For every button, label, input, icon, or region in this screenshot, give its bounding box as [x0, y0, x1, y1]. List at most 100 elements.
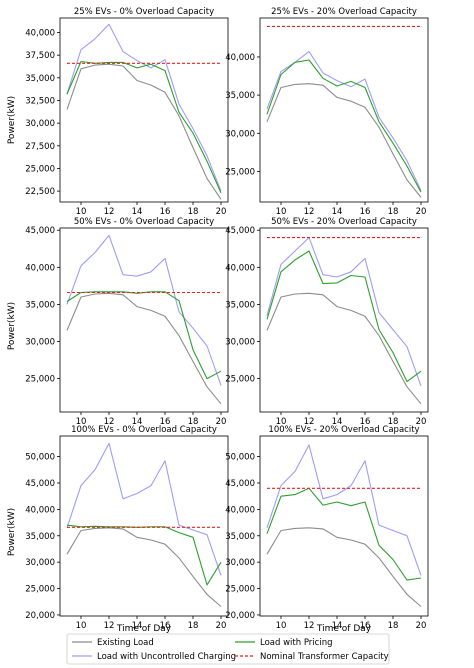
series-line-existing [66, 63, 222, 200]
series-line-pricing [266, 59, 422, 193]
y-tick-label: 35,000 [225, 300, 255, 310]
legend-label-capacity: Nominal Transformer Capacity [260, 652, 389, 662]
panel-title: 100% EVs - 0% Overload Capacity [71, 425, 217, 435]
x-tick-label: 20 [416, 621, 427, 631]
y-tick-label: 45,000 [225, 226, 255, 236]
x-tick-label: 20 [416, 207, 427, 217]
subplot-5: 100% EVs - 0% Overload Capacity 10 12 14 16 1… [25, 425, 229, 631]
panel-title: 50% EVs - 0% Overload Capacity [74, 217, 214, 227]
y-tick-label: 37,500 [25, 51, 55, 61]
x-tick-label: 18 [388, 621, 399, 631]
y-tick-label: 35,000 [25, 300, 55, 310]
y-tick-label: 45,000 [25, 479, 55, 489]
y-tick-label: 27,500 [25, 142, 55, 152]
x-tick-label: 12 [104, 621, 115, 631]
x-tick-label: 18 [388, 207, 399, 217]
y-tick-label: 25,000 [25, 585, 55, 595]
series-line-uncontrolled [66, 234, 222, 386]
y-tick-label: 25,000 [225, 167, 255, 177]
y-tick-label: 30,000 [225, 129, 255, 139]
y-axis-label-middle: Power(kW) [7, 302, 17, 350]
y-tick-label: 25,000 [25, 375, 55, 385]
panel-title: 25% EVs - 0% Overload Capacity [74, 7, 214, 17]
x-tick-label: 12 [104, 417, 115, 427]
series-line-uncontrolled [66, 23, 222, 192]
x-tick-label: 10 [276, 207, 287, 217]
x-tick-label: 10 [76, 621, 87, 631]
series-line-uncontrolled [266, 444, 422, 576]
subplot-4: 50% EVs - 20% Overload Capacity 10 12 14 16 1… [225, 217, 429, 427]
x-tick-label: 12 [304, 621, 315, 631]
x-tick-label: 20 [216, 621, 227, 631]
plot-frame [59, 17, 229, 203]
plot-frame [259, 435, 429, 617]
x-tick-label: 12 [304, 207, 315, 217]
x-tick-label: 20 [216, 417, 227, 427]
x-tick-label: 12 [104, 207, 115, 217]
y-tick-label: 40,000 [25, 29, 55, 39]
x-tick-label: 10 [276, 417, 287, 427]
x-tick-label: 10 [76, 207, 87, 217]
y-tick-label: 35,000 [225, 532, 255, 542]
y-tick-label: 45,000 [25, 226, 55, 236]
y-tick-label: 25,000 [225, 585, 255, 595]
y-tick-label: 45,000 [225, 479, 255, 489]
subplot-6: 100% EVs - 20% Overload Capacity 10 12 14 16… [225, 425, 429, 631]
y-tick-label: 32,500 [25, 96, 55, 106]
series-line-existing [266, 83, 422, 198]
y-tick-label: 35,000 [225, 91, 255, 101]
y-tick-label: 30,000 [25, 338, 55, 348]
series-line-existing [66, 527, 222, 607]
x-tick-label: 16 [160, 207, 171, 217]
x-tick-label: 16 [360, 417, 371, 427]
x-tick-label: 14 [132, 207, 143, 217]
series-group [266, 237, 422, 405]
y-tick-label: 35,000 [25, 532, 55, 542]
x-tick-label: 16 [160, 621, 171, 631]
x-tick-label: 16 [360, 621, 371, 631]
y-tick-label: 20,000 [225, 611, 255, 621]
legend-label-uncontrolled: Load with Uncontrolled Charging [97, 652, 236, 662]
y-tick-label: 25,000 [25, 164, 55, 174]
series-group [66, 23, 222, 200]
y-axis-label-top: Power(kW) [7, 96, 17, 144]
plot-frame [259, 17, 429, 203]
y-tick-label: 50,000 [225, 453, 255, 463]
x-tick-label: 20 [416, 417, 427, 427]
y-tick-label: 40,000 [225, 505, 255, 515]
series-line-existing [66, 292, 222, 405]
series-line-existing [266, 527, 422, 607]
x-tick-label: 18 [188, 207, 199, 217]
legend: Existing Load Load with Uncontrolled Cha… [66, 633, 390, 665]
legend-label-existing: Existing Load [97, 638, 154, 648]
x-tick-label: 16 [360, 207, 371, 217]
series-group [266, 25, 422, 198]
x-tick-label: 16 [160, 417, 171, 427]
y-tick-label: 40,000 [25, 505, 55, 515]
panel-title: 25% EVs - 20% Overload Capacity [271, 7, 417, 17]
y-tick-label: 22,500 [25, 187, 55, 197]
y-tick-label: 35,000 [25, 74, 55, 84]
plot-frame [59, 227, 229, 413]
x-tick-label: 14 [332, 621, 343, 631]
y-tick-label: 30,000 [25, 558, 55, 568]
x-tick-label: 14 [132, 621, 143, 631]
x-tick-label: 20 [216, 207, 227, 217]
y-tick-label: 30,000 [225, 338, 255, 348]
panel-title: 50% EVs - 20% Overload Capacity [271, 217, 417, 227]
y-tick-label: 25,000 [225, 375, 255, 385]
x-tick-label: 18 [188, 417, 199, 427]
x-tick-label: 10 [276, 621, 287, 631]
x-tick-label: 10 [76, 417, 87, 427]
x-tick-label: 12 [304, 417, 315, 427]
x-axis-label-left: Time of Day [116, 624, 172, 634]
plot-frame [59, 435, 229, 617]
panel-title: 100% EVs - 20% Overload Capacity [268, 425, 419, 435]
series-line-uncontrolled [66, 442, 222, 576]
x-tick-label: 18 [388, 417, 399, 427]
y-tick-label: 40,000 [25, 263, 55, 273]
y-tick-label: 40,000 [225, 263, 255, 273]
x-tick-label: 14 [132, 417, 143, 427]
